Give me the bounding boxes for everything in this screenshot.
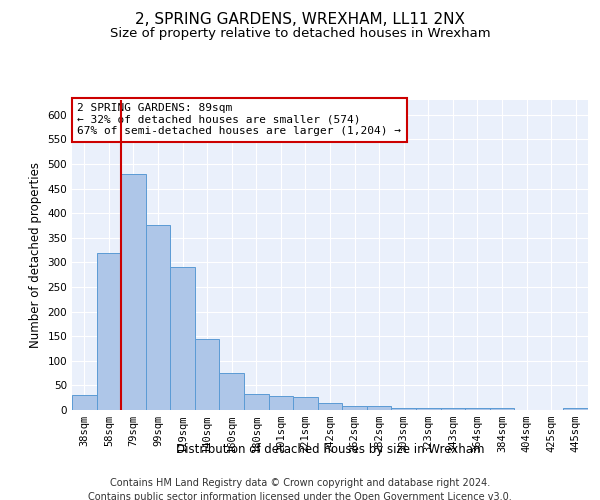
- Bar: [146, 226, 170, 410]
- Bar: [465, 408, 490, 410]
- Bar: [318, 402, 342, 410]
- Y-axis label: Number of detached properties: Number of detached properties: [29, 162, 42, 348]
- Bar: [342, 406, 367, 410]
- Bar: [416, 408, 440, 410]
- Text: 2 SPRING GARDENS: 89sqm
← 32% of detached houses are smaller (574)
67% of semi-d: 2 SPRING GARDENS: 89sqm ← 32% of detache…: [77, 103, 401, 136]
- Text: 2, SPRING GARDENS, WREXHAM, LL11 2NX: 2, SPRING GARDENS, WREXHAM, LL11 2NX: [135, 12, 465, 28]
- Text: Contains HM Land Registry data © Crown copyright and database right 2024.
Contai: Contains HM Land Registry data © Crown c…: [88, 478, 512, 500]
- Bar: [391, 408, 416, 410]
- Bar: [244, 394, 269, 410]
- Bar: [367, 406, 391, 410]
- Bar: [293, 396, 318, 410]
- Bar: [170, 268, 195, 410]
- Bar: [440, 408, 465, 410]
- Bar: [195, 338, 220, 410]
- Text: Size of property relative to detached houses in Wrexham: Size of property relative to detached ho…: [110, 28, 490, 40]
- Bar: [220, 373, 244, 410]
- Bar: [490, 408, 514, 410]
- Bar: [72, 395, 97, 410]
- Bar: [563, 408, 588, 410]
- Bar: [269, 396, 293, 410]
- Text: Distribution of detached houses by size in Wrexham: Distribution of detached houses by size …: [176, 442, 484, 456]
- Bar: [121, 174, 146, 410]
- Bar: [97, 252, 121, 410]
